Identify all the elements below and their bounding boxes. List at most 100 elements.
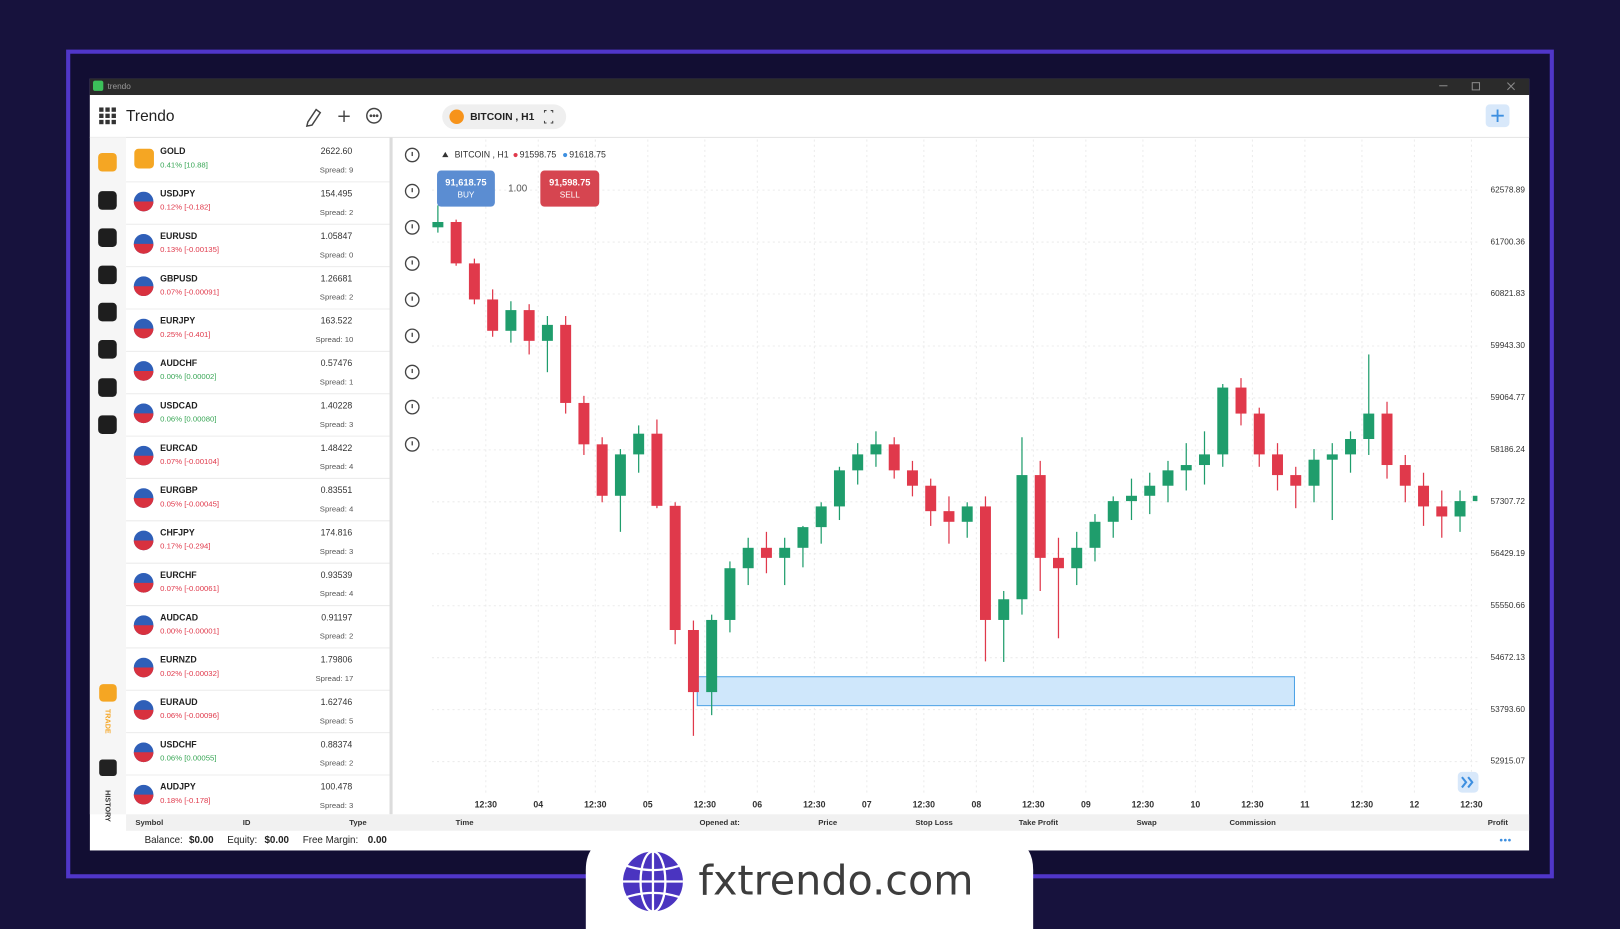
tool-icon[interactable]	[404, 256, 420, 271]
flag-icon-half	[133, 328, 154, 339]
watchlist-row[interactable]: AUDCHF 0.00% [0.00002] 0.57476 Spread: 1	[126, 358, 390, 395]
fullscreen-icon[interactable]	[543, 110, 554, 124]
window-controls[interactable]	[1439, 82, 1515, 91]
symbol-spread: Spread: 0	[320, 250, 354, 259]
candle-body	[687, 630, 699, 693]
header-tools[interactable]	[305, 107, 382, 128]
trade-label[interactable]: TRADE	[104, 709, 113, 734]
symbol-change: 0.17% [-0.294]	[160, 542, 210, 551]
more-button[interactable]	[1499, 838, 1511, 842]
candle-body	[925, 485, 937, 512]
tool-icon[interactable]	[404, 399, 420, 415]
tool-icon[interactable]	[404, 183, 420, 199]
history-label[interactable]: HISTORY	[104, 790, 113, 822]
watchlist-row[interactable]: CHFJPY 0.17% [-0.294] 174.816 Spread: 3	[126, 528, 390, 564]
candle-body	[1381, 413, 1393, 466]
candle-body	[614, 454, 626, 496]
tool-icon[interactable]	[404, 147, 420, 163]
watchlist-row[interactable]: EURCHF 0.07% [-0.00061] 0.93539 Spread: 4	[126, 570, 390, 607]
nav-icon[interactable]	[98, 302, 117, 322]
candle-body	[523, 310, 535, 341]
symbol-change: 0.07% [-0.00091]	[160, 287, 219, 296]
history-icon[interactable]	[99, 759, 117, 777]
x-tick-label: 12:30	[584, 799, 607, 809]
watchlist-row[interactable]: GBPUSD 0.07% [-0.00091] 1.26681 Spread: 2	[126, 273, 390, 310]
sell-price[interactable]: 91,598.75	[549, 177, 590, 187]
symbol-name: EURCAD	[160, 443, 197, 453]
sell-button[interactable]	[540, 170, 600, 207]
candle-body	[1107, 501, 1119, 522]
divider	[389, 137, 393, 815]
watchlist-row[interactable]: EURNZD 0.02% [-0.00032] 1.79806 Spread: 17	[126, 655, 390, 691]
symbol-spread: Spread: 2	[320, 632, 354, 641]
sell-label[interactable]: SELL	[560, 190, 581, 199]
tool-icon-ring	[404, 292, 420, 308]
watchlist-row[interactable]: EURCAD 0.07% [-0.00104] 1.48422 Spread: 4	[126, 443, 390, 479]
y-tick-label: 57307.72	[1491, 497, 1526, 506]
menu-dot	[111, 107, 116, 112]
nav-icon[interactable]	[98, 191, 117, 210]
candle-body	[1217, 387, 1229, 455]
symbol-price: 163.522	[321, 316, 353, 326]
watchlist-row[interactable]: GOLD 0.41% [10.88] 2622.60 Spread: 9	[126, 146, 390, 183]
flag-icon-half	[133, 370, 154, 381]
candle-body	[1180, 465, 1192, 471]
flag-icon-half	[133, 582, 154, 593]
symbol-tab-label[interactable]: BITCOIN , H1	[470, 112, 535, 123]
lot-size[interactable]: 1.00	[508, 184, 528, 195]
candle-body	[1144, 485, 1156, 496]
column-header: Type	[349, 818, 367, 827]
column-header: Take Profit	[1019, 818, 1059, 827]
symbol-change: 0.06% [-0.00096]	[160, 711, 219, 720]
scroll-button[interactable]	[1457, 771, 1479, 793]
menu-icon[interactable]	[99, 107, 116, 125]
symbol-name: USDCHF	[160, 739, 197, 749]
nav-icon[interactable]	[98, 152, 117, 172]
nav-icon[interactable]	[98, 339, 117, 359]
x-tick-label: 04	[533, 799, 543, 809]
nav-icon[interactable]	[98, 228, 117, 247]
watchlist-row[interactable]: USDCAD 0.06% [0.00080] 1.40228 Spread: 3	[126, 400, 390, 437]
tool-icon[interactable]	[404, 292, 420, 308]
watchlist-row[interactable]: EURUSD 0.13% [-0.00135] 1.05847 Spread: 0	[126, 231, 390, 268]
x-tick-label: 12:30	[694, 799, 717, 809]
trade-icon[interactable]	[99, 684, 117, 702]
tool-icon[interactable]	[404, 436, 420, 452]
watchlist-row[interactable]: AUDJPY 0.18% [-0.178] 100.478 Spread: 3	[126, 782, 390, 818]
watchlist-row[interactable]: AUDCAD 0.00% [-0.00001] 0.91197 Spread: 2	[126, 612, 390, 649]
symbol-price: 1.05847	[321, 231, 353, 241]
symbol-tab[interactable]	[442, 104, 567, 130]
buy-button[interactable]	[437, 170, 495, 207]
candle-body	[1472, 495, 1478, 502]
tool-icon[interactable]	[404, 328, 420, 344]
nav-icon[interactable]	[98, 415, 117, 435]
flag-icon-half	[133, 667, 154, 678]
candle-body	[797, 527, 809, 548]
flag-icon-half	[133, 286, 154, 297]
candle-body	[760, 547, 772, 558]
x-tick-label: 12:30	[1351, 799, 1374, 809]
watchlist-row[interactable]: EURJPY 0.25% [-0.401] 163.522 Spread: 10	[126, 316, 390, 352]
watchlist-row[interactable]: USDCHF 0.06% [0.00055] 0.88374 Spread: 2	[126, 739, 390, 776]
tool-icon[interactable]	[404, 219, 420, 235]
buy-price[interactable]: 91,618.75	[445, 177, 486, 187]
watchlist-row[interactable]: EURAUD 0.06% [-0.00096] 1.62746 Spread: 5	[126, 697, 390, 734]
symbol-change: 0.25% [-0.401]	[160, 330, 210, 339]
app-icon	[92, 80, 104, 91]
nav-icon[interactable]	[98, 265, 117, 285]
nav-icon[interactable]	[98, 378, 117, 397]
y-tick-label: 60821.83	[1491, 289, 1526, 298]
candle-body	[1126, 495, 1137, 502]
balance: $0.00	[189, 835, 214, 846]
symbol-change: 0.13% [-0.00135]	[160, 245, 219, 254]
watchlist-row[interactable]: EURGBP 0.05% [-0.00045] 0.83551 Spread: 4	[126, 485, 390, 522]
candle-body	[815, 506, 827, 528]
tool-icon-ring	[404, 256, 420, 271]
x-tick-label: 12:30	[1460, 799, 1483, 809]
flag-icon-half	[133, 540, 154, 551]
tool-icon[interactable]	[404, 364, 420, 380]
watchlist-row[interactable]: USDJPY 0.12% [-0.182] 154.495 Spread: 2	[126, 189, 390, 225]
symbol-name: CHFJPY	[160, 528, 195, 538]
symbol-price: 1.79806	[321, 655, 353, 665]
buy-label[interactable]: BUY	[457, 190, 474, 199]
